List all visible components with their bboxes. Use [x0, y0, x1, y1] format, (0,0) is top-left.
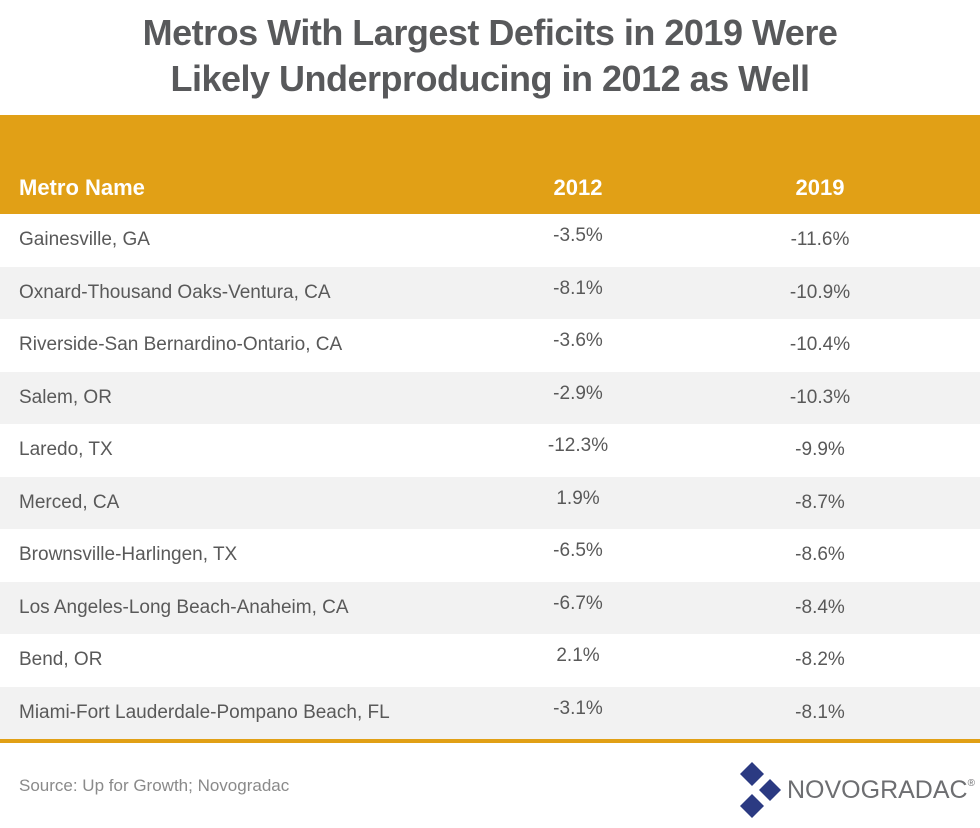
metro-name-cell: Brownsville-Harlingen, TX	[19, 544, 238, 565]
source-note: Source: Up for Growth; Novogradac	[19, 776, 290, 795]
table-row: Los Angeles-Long Beach-Anaheim, CA -6.7% -…	[0, 581, 980, 634]
value-2019-cell: -10.4%	[789, 334, 851, 355]
value-2019-cell: -8.1%	[795, 701, 845, 723]
metro-name-cell: Bend, OR	[19, 649, 103, 670]
metro-name-cell: Riverside-San Bernardino-Ontario, CA	[19, 334, 343, 355]
value-2019-cell: -10.9%	[789, 281, 851, 303]
table-row: Salem, OR -2.9% -10.3%	[0, 371, 980, 424]
table-row: Oxnard-Thousand Oaks-Ventura, CA -8.1% -10…	[0, 266, 980, 319]
title-line-1: Metros With Largest Deficits in 2019 Wer…	[142, 12, 838, 53]
value-2019-cell: -8.6%	[795, 544, 845, 565]
registered-mark: ®	[967, 778, 975, 789]
table-row: Gainesville, GA -3.5% -11.6%	[0, 214, 980, 267]
metro-name-cell: Miami-Fort Lauderdale-Pompano Beach, FL	[19, 701, 390, 723]
value-2019-cell: -8.2%	[795, 649, 845, 670]
metro-name-cell: Los Angeles-Long Beach-Anaheim, CA	[19, 596, 349, 618]
value-2012-cell: -12.3%	[547, 435, 609, 456]
table-row: Riverside-San Bernardino-Ontario, CA -3.6…	[0, 319, 980, 372]
value-2012-cell: -3.1%	[553, 697, 603, 719]
value-2019-cell: -8.4%	[795, 596, 845, 618]
logo-diamond-middle	[759, 779, 781, 801]
value-2012-cell: 2.1%	[556, 645, 600, 666]
metro-name-cell: Laredo, TX	[19, 439, 113, 460]
table-row: Brownsville-Harlingen, TX -6.5% -8.6%	[0, 529, 980, 582]
logo-wordmark: NOVOGRADAC®	[787, 776, 975, 805]
column-header-2012: 2012	[553, 175, 603, 200]
value-2012-cell: 1.9%	[556, 487, 600, 509]
value-2012-cell: -6.5%	[553, 540, 603, 561]
page-title: Metros With Largest Deficits in 2019 Wer…	[0, 10, 980, 102]
logo-diamond-bottom	[740, 794, 764, 818]
table-header: Metro Name 2012 2019	[0, 115, 980, 214]
value-2012-cell: -6.7%	[553, 592, 603, 614]
value-2012-cell: -8.1%	[553, 277, 603, 299]
table-row: Laredo, TX -12.3% -9.9%	[0, 424, 980, 477]
metro-deficit-table: Metro Name 2012 2019 Gainesville, GA -3.5…	[0, 115, 980, 743]
logo-diamond-top	[740, 762, 764, 786]
table-bottom-border	[0, 739, 980, 743]
value-2019-cell: -8.7%	[795, 491, 845, 513]
metro-name-cell: Oxnard-Thousand Oaks-Ventura, CA	[19, 281, 331, 303]
table-body: Gainesville, GA -3.5% -11.6% Oxnard-Thousan…	[0, 214, 980, 739]
logo-text: NOVOGRADAC	[787, 776, 968, 804]
value-2012-cell: -3.5%	[553, 225, 603, 246]
table-row: Bend, OR 2.1% -8.2%	[0, 634, 980, 687]
novogradac-logo: NOVOGRADAC®	[740, 762, 980, 818]
title-line-2: Likely Underproducing in 2012 as Well	[170, 58, 810, 99]
column-header-metro-name: Metro Name	[19, 175, 145, 200]
column-header-2019: 2019	[795, 175, 845, 200]
value-2019-cell: -10.3%	[789, 386, 851, 408]
value-2019-cell: -9.9%	[795, 439, 845, 460]
metro-name-cell: Merced, CA	[19, 491, 120, 513]
metro-name-cell: Gainesville, GA	[19, 229, 150, 250]
value-2019-cell: -11.6%	[790, 229, 850, 250]
table-row: Miami-Fort Lauderdale-Pompano Beach, FL -…	[0, 686, 980, 739]
metro-name-cell: Salem, OR	[19, 386, 112, 408]
value-2012-cell: -2.9%	[553, 382, 603, 404]
diamond-logo-icon	[740, 762, 781, 818]
table-row: Merced, CA 1.9% -8.7%	[0, 476, 980, 529]
value-2012-cell: -3.6%	[553, 330, 603, 351]
